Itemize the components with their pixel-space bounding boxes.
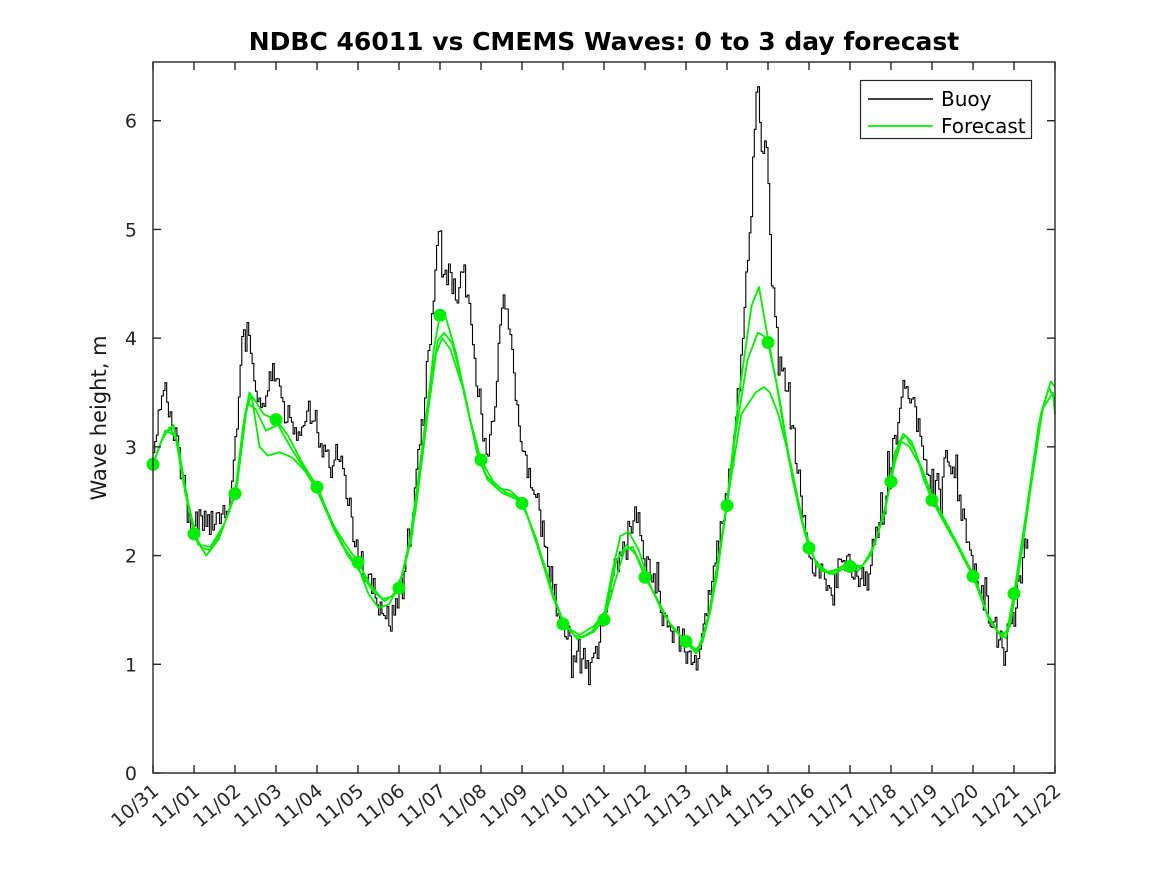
y-tick-label: 2 [125, 546, 137, 568]
plot-background [153, 62, 1055, 773]
forecast-marker [187, 527, 201, 541]
forecast-line [152, 286, 1056, 655]
forecast-marker [228, 487, 242, 501]
y-tick-label: 4 [125, 328, 137, 350]
forecast-analysis-markers [146, 308, 1021, 648]
x-tick-label: 11/22 [1009, 780, 1065, 832]
legend: Buoy Forecast [859, 79, 1033, 140]
buoy-series-line [153, 86, 1029, 686]
forecast-marker [679, 634, 693, 648]
forecast-marker [310, 480, 324, 494]
forecast-marker [925, 493, 939, 507]
chart-title: NDBC 46011 vs CMEMS Waves: 0 to 3 day fo… [249, 27, 960, 56]
forecast-marker [1007, 587, 1021, 601]
forecast-marker [269, 413, 283, 427]
y-tick-label: 0 [125, 763, 137, 785]
forecast-marker [843, 559, 857, 573]
forecast-marker [966, 569, 980, 583]
forecast-line [152, 337, 1056, 653]
forecast-series-lines [152, 286, 1056, 655]
forecast-marker [392, 581, 406, 595]
y-tick-label: 5 [125, 219, 137, 241]
forecast-marker [802, 541, 816, 555]
forecast-marker [720, 499, 734, 513]
x-tick-labels: 10/3111/0111/0211/0311/0411/0511/0611/07… [107, 780, 1065, 832]
buoy-line [153, 86, 1029, 686]
y-tick-label: 3 [125, 437, 137, 459]
forecast-marker [638, 570, 652, 584]
forecast-marker [597, 613, 611, 627]
forecast-marker [884, 475, 898, 489]
y-tick-label: 1 [125, 654, 137, 676]
legend-buoy-label: Buoy [941, 87, 992, 111]
axes-box-and-ticks [152, 61, 1056, 774]
forecast-marker [556, 617, 570, 631]
forecast-marker [761, 335, 775, 349]
forecast-marker [351, 555, 365, 569]
forecast-marker [474, 453, 488, 467]
legend-box [859, 79, 1033, 140]
y-axis-label: Wave height, m [87, 335, 111, 500]
y-tick-labels: 0 1 2 3 4 5 6 [125, 111, 137, 785]
forecast-marker [515, 496, 529, 510]
y-tick-label: 6 [125, 111, 137, 133]
forecast-marker [433, 308, 447, 322]
legend-forecast-label: Forecast [941, 114, 1026, 138]
